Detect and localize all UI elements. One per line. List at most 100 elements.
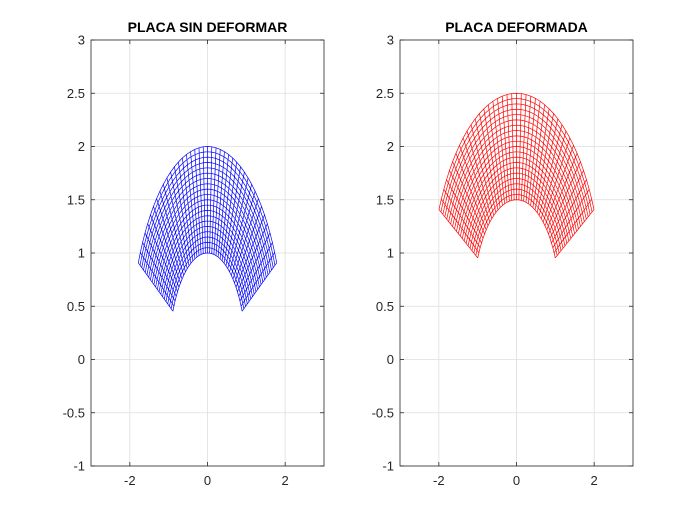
- y-tick-label-left-2: 0: [78, 352, 85, 367]
- y-tick-label-left-3: 0.5: [67, 299, 85, 314]
- x-tick-label-right-1: 0: [513, 473, 520, 488]
- y-tick-labels-left: -1 -0.5 0 0.5 1 1.5 2 2.5 3: [63, 33, 85, 474]
- mesh-radial-left-30: [166, 177, 188, 269]
- mesh-radial-right-17: [523, 96, 532, 202]
- mesh-radial-right-1: [553, 199, 593, 253]
- x-tick-labels-right: -2 0 2: [433, 473, 598, 488]
- mesh-radial-left-23: [194, 149, 202, 255]
- mesh-radial-left-18: [211, 147, 217, 254]
- x-tick-labels-left: -2 0 2: [124, 473, 289, 488]
- mesh-radial-right-24: [497, 98, 508, 203]
- mesh-radial-right-35: [452, 161, 485, 235]
- mesh-radial-right-29: [474, 118, 497, 213]
- y-tick-label-left-4: 1: [78, 246, 85, 261]
- ticks-left: [91, 39, 324, 467]
- mesh-radial-left-4: [237, 223, 268, 292]
- mesh-radial-right-36: [449, 170, 484, 239]
- mesh-radial-right-3: [551, 179, 587, 244]
- mesh-right: [438, 92, 595, 259]
- mesh-radial-left-15: [217, 154, 229, 258]
- mesh-radial-left-32: [159, 191, 185, 276]
- y-tick-label-left-1: -0.5: [63, 405, 85, 420]
- mesh-radial-right-8: [542, 137, 571, 223]
- mesh-radial-left-9: [229, 184, 252, 272]
- mesh-radial-left-27: [177, 162, 194, 261]
- mesh-radial-right-40: [438, 209, 479, 259]
- mesh-left: [137, 146, 278, 312]
- y-tick-label-right-8: 3: [387, 33, 394, 48]
- mesh-radial-left-40: [138, 262, 174, 312]
- y-tick-label-left-7: 2.5: [67, 86, 85, 101]
- mesh-radial-left-38: [142, 242, 176, 302]
- axes-left: -2 0 2 -1 -0.5 0 0.5 1 1.5 2 2.5 3 PLACA SIN DEFOR…: [63, 19, 325, 488]
- ticks-right: [400, 39, 633, 467]
- mesh-radial-right-16: [525, 98, 536, 203]
- x-tick-label-left-2: 2: [282, 473, 289, 488]
- mesh-radial-right-37: [446, 179, 482, 244]
- mesh-radial-left-29: [170, 171, 190, 266]
- mesh-radial-left-21: [202, 146, 206, 254]
- y-tick-label-left-0: -1: [73, 459, 85, 474]
- y-tick-label-right-7: 2.5: [376, 86, 394, 101]
- mesh-radial-right-2: [552, 189, 590, 248]
- mesh-radial-left-37: [144, 232, 177, 297]
- x-tick-label-right-0: -2: [433, 473, 445, 488]
- axes-right: -2 0 2 -1 -0.5 0 0.5 1 1.5 2 2.5 3 PLACA DEFORMADA: [372, 19, 634, 488]
- mesh-radial-right-21: [511, 93, 515, 200]
- mesh-radial-left-12: [223, 166, 241, 264]
- mesh-radial-right-13: [532, 108, 550, 208]
- mesh-radial-right-39: [440, 199, 480, 253]
- mesh-radial-left-39: [140, 252, 175, 307]
- mesh-radial-left-28: [174, 166, 192, 264]
- mesh-radial-right-34: [455, 153, 487, 230]
- mesh-radial-right-22: [506, 94, 513, 201]
- mesh-radial-right-30: [470, 124, 495, 216]
- mesh-radial-right-38: [443, 189, 481, 248]
- mesh-radial-left-10: [227, 177, 249, 269]
- y-tick-label-right-1: -0.5: [372, 405, 394, 420]
- y-tick-label-left-8: 3: [78, 33, 85, 48]
- mesh-radial-left-22: [198, 147, 204, 254]
- mesh-radial-right-0: [554, 209, 595, 259]
- mesh-radial-right-33: [459, 145, 489, 226]
- mesh-radial-right-10: [538, 124, 563, 216]
- mesh-radial-right-31: [466, 130, 493, 219]
- mesh-radial-left-1: [240, 252, 275, 307]
- x-tick-label-left-0: -2: [124, 473, 136, 488]
- mesh-radial-left-26: [181, 157, 196, 259]
- y-tick-label-right-5: 1.5: [376, 192, 394, 207]
- y-tick-labels-right: -1 -0.5 0 0.5 1 1.5 2 2.5 3: [372, 33, 394, 474]
- mesh-radial-right-5: [548, 161, 581, 235]
- mesh-radial-right-23: [501, 96, 510, 202]
- y-tick-label-right-2: 0: [387, 352, 394, 367]
- mesh-radial-left-5: [235, 214, 265, 288]
- mesh-radial-right-27: [483, 108, 501, 208]
- mesh-radial-left-33: [156, 198, 183, 280]
- mesh-radial-left-14: [219, 157, 234, 259]
- mesh-radial-left-17: [213, 149, 221, 255]
- mesh-radial-right-4: [549, 170, 584, 239]
- mesh-radial-left-24: [190, 151, 200, 256]
- mesh-radial-right-32: [462, 137, 491, 223]
- mesh-radial-right-11: [536, 118, 559, 213]
- y-tick-label-right-0: -1: [382, 459, 394, 474]
- mesh-radial-left-16: [215, 151, 225, 256]
- y-tick-label-right-3: 0.5: [376, 299, 394, 314]
- y-tick-label-left-6: 2: [78, 139, 85, 154]
- mesh-radial-left-0: [241, 262, 277, 312]
- mesh-radial-right-18: [520, 94, 527, 201]
- mesh-radial-left-11: [225, 171, 245, 266]
- mesh-radial-right-28: [479, 113, 499, 210]
- y-tick-label-left-5: 1.5: [67, 192, 85, 207]
- mesh-radial-left-36: [147, 223, 178, 292]
- mesh-radial-right-12: [534, 113, 554, 210]
- mesh-radial-right-6: [546, 153, 578, 230]
- mesh-radial-right-15: [527, 101, 541, 204]
- mesh-radial-left-34: [153, 206, 181, 284]
- mesh-radial-left-19: [209, 146, 213, 254]
- mesh-radial-left-13: [221, 162, 238, 261]
- chart-title-right: PLACA DEFORMADA: [445, 19, 588, 35]
- y-tick-label-right-4: 1: [387, 246, 394, 261]
- mesh-radial-left-8: [230, 191, 256, 276]
